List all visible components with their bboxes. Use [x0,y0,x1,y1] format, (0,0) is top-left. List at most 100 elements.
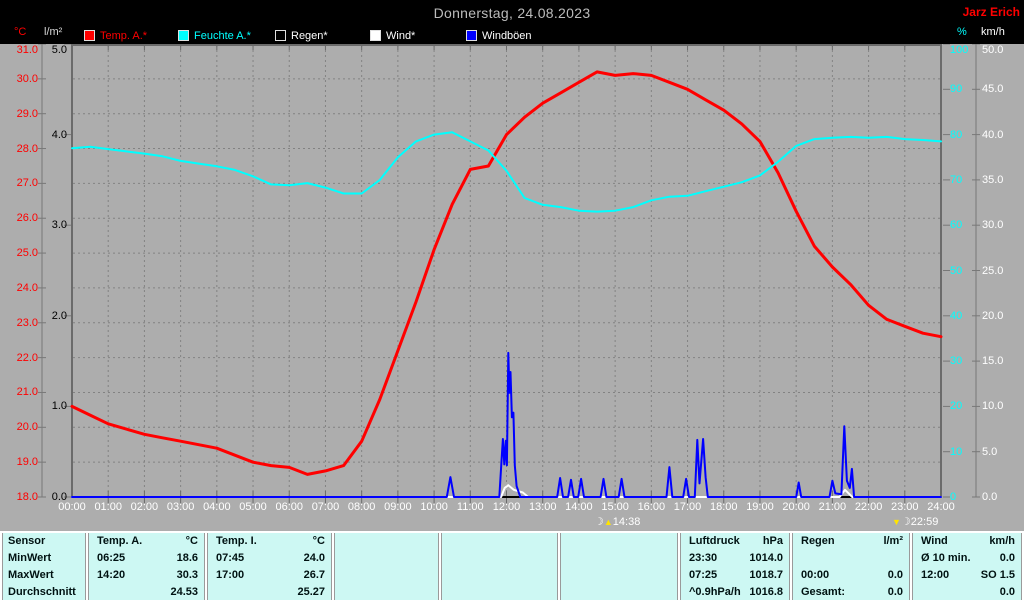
table-group: Wind km/h Ø 10 min. 0.0 12:00 SO 1.5 0.0 [912,533,1022,600]
table-cell: 18.6 [176,552,198,564]
table-row: Regen l/m² [793,533,909,550]
table-cell: 1018.7 [749,569,783,581]
moonrise-marker: ☽▲14:38 [594,515,640,530]
hum-tick-label: 90 [950,83,963,96]
hum-tick-label: 70 [950,173,963,186]
rain-tick-label: 2.0 [51,309,67,322]
table-row: 23:30 1014.0 [681,550,789,567]
legend-label-temp: Temp. A.* [100,29,148,42]
time-tick-label: 04:00 [203,501,231,513]
hum-tick-label: 0 [950,491,957,503]
table-cell [388,550,439,567]
table-cell: 14:20 [97,569,126,581]
time-tick-label: 02:00 [130,501,159,513]
table-row: Ø 10 min. 0.0 [913,550,1021,567]
time-tick-label: 01:00 [94,501,122,513]
rain-tick-label: 0.0 [51,491,67,503]
table-row: 07:45 24.0 [208,550,331,567]
hum-tick-label: 80 [950,128,963,141]
hum-tick-label: 50 [950,264,963,277]
table-cell: 07:45 [216,552,245,564]
table-cell [561,533,620,550]
table-cell: MaxWert [8,569,54,581]
table-cell: l/m² [883,535,903,547]
axis-unit-wind: km/h [981,26,1005,38]
table-row: 14:20 30.3 [89,567,204,584]
wind-tick-label: 45.0 [982,83,1004,96]
table-row [442,550,557,567]
temp-tick-label: 30.0 [16,72,38,85]
table-row: Wind km/h [913,533,1021,550]
wind-tick-label: 25.0 [982,264,1004,277]
moonset-marker: ▼☽22:59 [892,515,938,530]
time-tick-label: 13:00 [528,501,557,513]
table-cell [501,584,558,601]
table-cell: 1014.0 [749,552,783,564]
table-row: Temp. A. °C [89,533,204,550]
table-cell: 07:25 [689,569,718,581]
time-tick-label: 12:00 [492,501,521,513]
temp-tick-label: 18.0 [16,491,38,503]
table-cell [501,533,558,550]
arrow-up-icon: ▲ [603,517,613,527]
table-group: Temp. A. °C 06:25 18.6 14:20 30.3 24.53 [88,533,205,600]
hum-tick-label: 20 [950,400,963,413]
table-row [561,533,677,550]
time-tick-label: 11:00 [456,501,484,513]
wind-tick-label: 35.0 [982,173,1004,186]
table-row-label: MaxWert [3,567,85,584]
table-cell: 0.0 [999,552,1015,564]
wind-tick-label: 20.0 [982,309,1004,322]
chart-panel: 31.0 30.0 29.0 28.0 27.0 26.0 25.0 24.0 23.0 22.0… [0,44,1024,532]
table-cell: hPa [762,535,783,547]
table-cell [89,584,148,601]
legend-item-rain[interactable]: Regen* [275,29,328,42]
table-cell: 26.7 [303,569,325,581]
table-cell [442,550,501,567]
daily-stats-table: Sensor MinWert MaxWert Durchschnitt Temp. A.… [0,531,1024,602]
table-cell: 06:25 [97,552,126,564]
table-cell: Ø 10 min. [921,552,971,564]
table-cell: 24.53 [170,586,198,598]
table-group [560,533,678,600]
legend-item-temp[interactable]: Temp. A.* [84,29,147,42]
rain-tick-label: 1.0 [51,400,67,413]
time-tick-label: 17:00 [673,501,702,513]
table-cell: Regen [801,535,835,547]
temp-tick-label: 26.0 [16,212,38,225]
table-row: 24.53 [89,584,204,601]
temp-tick-label: 19.0 [16,456,38,469]
table-cell [442,567,501,584]
page-title: Donnerstag, 24.08.2023 [433,5,591,21]
table-cell: km/h [989,535,1015,547]
table-cell: 24.0 [303,552,325,564]
time-tick-label: 22:00 [854,501,883,513]
table-cell [501,567,558,584]
time-tick-label: 21:00 [818,501,847,513]
wind-tick-label: 0.0 [982,491,998,503]
wind-tick-label: 15.0 [982,355,1004,368]
legend-item-wind[interactable]: Wind* [370,29,415,42]
table-row [335,533,438,550]
time-tick-label: 05:00 [239,501,267,513]
table-cell [208,584,271,601]
table-row [793,550,909,567]
table-row: Gesamt: 0.0 [793,584,909,601]
time-tick-label: 16:00 [637,501,666,513]
temp-tick-label: 29.0 [16,107,38,120]
table-cell [793,550,852,567]
legend-swatch-temp [84,30,95,41]
wind-tick-label: 10.0 [982,400,1004,413]
table-cell [620,567,677,584]
time-tick-label: 24:00 [927,501,955,513]
wind-tick-label: 30.0 [982,219,1004,232]
legend-item-gusts[interactable]: Windböen [466,29,532,42]
wind-tick-label: 5.0 [982,445,998,458]
legend-item-humidity[interactable]: Feuchte A.* [178,29,251,42]
wind-tick-label: 40.0 [982,128,1004,141]
table-cell: °C [312,535,325,547]
legend-label-gusts: Windböen [482,29,532,42]
station-name: Jarz Erich [962,5,1020,19]
time-tick-label: 19:00 [746,501,774,513]
hum-tick-label: 100 [950,44,969,56]
